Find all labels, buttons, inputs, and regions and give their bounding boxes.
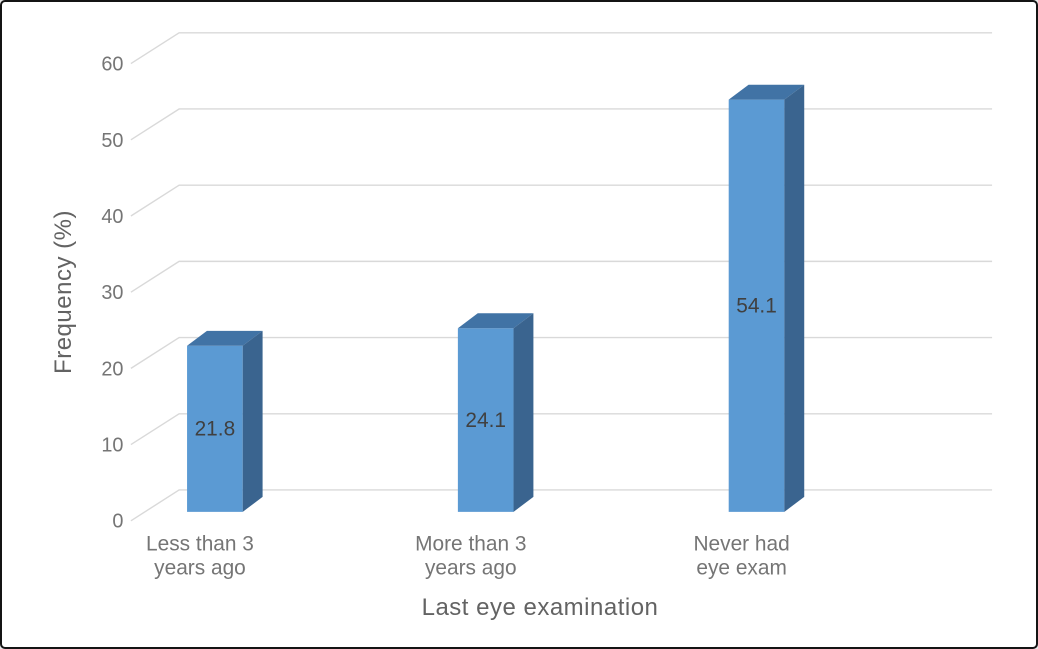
bar-front-face	[457, 328, 514, 512]
gridline	[130, 32, 993, 65]
x-category-label: More than 3 years ago	[415, 533, 526, 580]
bar-front-face	[728, 99, 785, 512]
y-tick-label: 20	[101, 358, 123, 380]
y-tick-label: 50	[101, 130, 123, 152]
bar-top-face	[187, 330, 263, 346]
bar-side-face	[242, 330, 263, 512]
y-tick-label: 40	[101, 206, 123, 228]
gridline	[130, 489, 993, 522]
x-category-label: Never had eye exam	[693, 533, 789, 580]
y-axis-title: Frequency (%)	[50, 210, 77, 374]
bar-data-label: 54.1	[736, 295, 777, 318]
y-tick-label: 0	[112, 511, 123, 533]
x-category-label: Less than 3 years ago	[146, 533, 254, 580]
bar-top-face	[728, 84, 805, 100]
bar-data-label: 21.8	[195, 418, 236, 441]
bar-column	[728, 84, 805, 512]
y-tick-label: 30	[101, 282, 123, 304]
y-tick-label: 10	[101, 435, 123, 457]
bar-front-face	[187, 345, 243, 512]
bar-data-label: 24.1	[465, 409, 506, 432]
gridline	[130, 260, 993, 293]
gridline	[130, 108, 993, 141]
bar-column	[457, 313, 534, 512]
bar-top-face	[457, 313, 534, 329]
gridline	[130, 413, 993, 446]
bar-side-face	[513, 313, 534, 512]
gridline	[130, 336, 993, 369]
x-axis-title: Last eye examination	[421, 594, 659, 621]
gridline	[130, 184, 993, 217]
bar-side-face	[784, 84, 805, 512]
y-tick-label: 60	[101, 54, 123, 76]
bar-column	[187, 330, 263, 512]
